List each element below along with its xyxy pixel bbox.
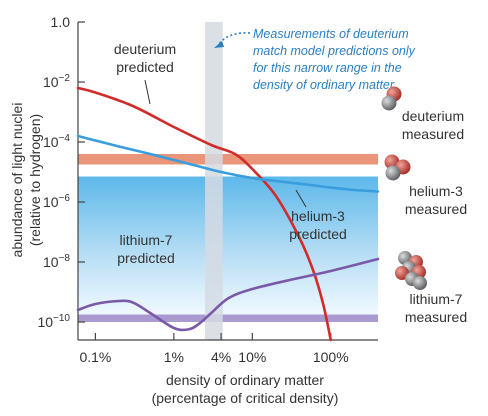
annotation-line-4: density of ordinary matter.: [253, 78, 397, 92]
agreement-annotation: Measurements of deuterium match model pr…: [214, 27, 416, 92]
y-axis-title-line1: abundance of light nuclei: [9, 103, 25, 258]
measured-bands: [78, 154, 378, 322]
deuterium-label-leader: [144, 79, 151, 105]
helium3-nucleus-icon: [384, 154, 411, 181]
helium3-predicted-label-2: predicted: [289, 226, 347, 242]
deuterium-measured-band: [78, 154, 378, 165]
y-tick-label: 10−10: [37, 313, 70, 330]
helium3-measured-label-1: helium-3: [409, 183, 463, 199]
agreement-range-band: [205, 22, 223, 340]
helium3-measured-group: helium-3 measured: [384, 154, 467, 217]
x-axis-title-line2: (percentage of critical density): [152, 390, 339, 406]
x-tick-label: 0.1%: [79, 349, 111, 365]
lithium7-measured-label-1: lithium-7: [410, 291, 463, 307]
y-tick-label: 1.0: [51, 14, 71, 30]
lithium7-predicted-label-2: predicted: [117, 250, 175, 266]
deuterium-nucleus-icon: [381, 86, 402, 111]
lithium7-predicted-curve: [76, 257, 380, 332]
x-tick-label: 100%: [313, 349, 349, 365]
helium3-predicted-label-1: helium-3: [291, 208, 345, 224]
helium3-measured-band: [78, 176, 378, 319]
prediction-curves: [76, 86, 380, 342]
annotation-line-1: Measurements of deuterium: [253, 27, 409, 41]
lithium7-measured-label-2: measured: [405, 309, 467, 325]
helium3-label-leader: [295, 189, 307, 208]
x-tick-label: 10%: [238, 349, 266, 365]
axes: [77, 22, 378, 341]
lithium7-measured-group: lithium-7 measured: [395, 251, 467, 325]
deuterium-predicted-label-2: predicted: [116, 59, 174, 75]
deuterium-measured-group: deuterium measured: [381, 86, 464, 142]
x-axis-title-line1: density of ordinary matter: [166, 372, 324, 388]
annotation-line-3: for this narrow range in the: [253, 61, 402, 75]
x-tick-label: 1%: [164, 349, 184, 365]
x-axis-ticks: 0.1% 1% 4% 10% 100%: [79, 333, 349, 365]
helium3-predicted-curve: [76, 134, 380, 193]
lithium7-nucleus-icon: [395, 251, 427, 290]
y-tick-label: 10−8: [43, 253, 70, 270]
deuterium-predicted-label-1: deuterium: [114, 41, 176, 57]
y-tick-label: 10−2: [43, 73, 70, 90]
annotation-line-2: match model predictions only: [253, 44, 416, 58]
x-tick-label: 4%: [211, 349, 231, 365]
y-tick-label: 10−4: [43, 133, 70, 150]
deuterium-measured-label-1: deuterium: [402, 108, 464, 124]
lithium7-predicted-label-1: lithium-7: [120, 232, 173, 248]
annotation-arrowhead-icon: [214, 41, 224, 48]
helium3-measured-label-2: measured: [405, 201, 467, 217]
annotation-arrow: [218, 32, 251, 45]
y-axis-title-line2: (relative to hydrogen): [27, 114, 43, 246]
y-axis-ticks: 1.0 10−2 10−4 10−6 10−8 10−10: [37, 14, 85, 330]
lithium7-measured-band: [78, 314, 378, 322]
y-tick-label: 10−6: [43, 193, 70, 210]
deuterium-measured-label-2: measured: [402, 126, 464, 142]
